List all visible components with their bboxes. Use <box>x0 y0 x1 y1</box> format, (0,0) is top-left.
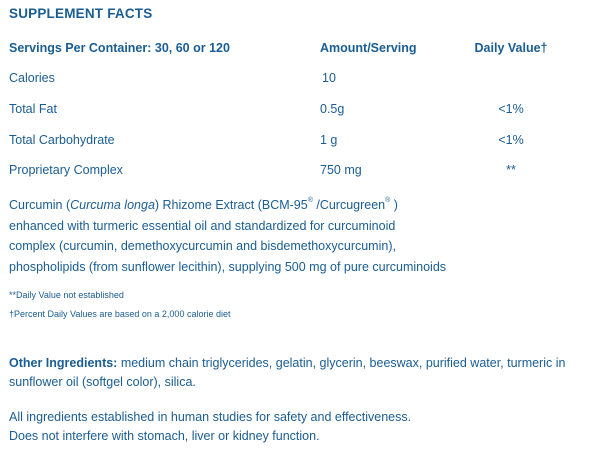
nutrient-name: Total Carbohydrate <box>9 133 115 147</box>
table-row: Total Fat 0.5g <1% <box>9 102 589 122</box>
nutrient-name: Total Fat <box>9 102 57 116</box>
description-text: ) <box>390 198 398 212</box>
description-line: enhanced with turmeric essential oil and… <box>9 218 396 233</box>
nutrient-amount: 1 g <box>320 133 338 147</box>
nutrient-daily-value: <1% <box>498 102 524 116</box>
nutrient-amount: 10 <box>322 71 336 85</box>
footnote-percent-daily-value: †Percent Daily Values are based on a 2,0… <box>9 309 231 319</box>
other-ingredients: Other Ingredients: medium chain triglyce… <box>9 354 589 392</box>
description-text: ) Rhizome Extract (BCM-95 <box>154 198 308 212</box>
botanical-name: Curcuma longa <box>70 198 155 212</box>
registered-mark: ® <box>307 197 313 204</box>
registered-mark: ® <box>385 197 391 204</box>
closing-statements: All ingredients established in human stu… <box>9 408 589 446</box>
table-row: Calories 10 <box>9 71 589 91</box>
other-ingredients-label: Other Ingredients: <box>9 356 118 370</box>
table-row: Proprietary Complex 750 mg ** <box>9 163 589 183</box>
other-ingredients-text: medium chain triglycerides, gelatin, gly… <box>9 356 566 389</box>
footnote-daily-value-not-established: **Daily Value not established <box>9 290 124 300</box>
nutrient-name: Proprietary Complex <box>9 163 123 177</box>
nutrient-amount: 0.5g <box>320 102 345 116</box>
description-line: Curcumin (Curcuma longa) Rhizome Extract… <box>9 191 579 216</box>
nutrient-daily-value: ** <box>506 163 516 177</box>
daily-value-header: Daily Value† <box>474 41 548 55</box>
proprietary-complex-description: Curcumin (Curcuma longa) Rhizome Extract… <box>9 191 579 277</box>
table-header: Servings Per Container: 30, 60 or 120 Am… <box>9 41 589 61</box>
amount-header: Amount/Serving <box>320 41 417 55</box>
nutrient-daily-value: <1% <box>498 133 524 147</box>
nutrient-name: Calories <box>9 71 55 85</box>
closing-line: All ingredients established in human stu… <box>9 410 412 424</box>
description-text: Curcumin ( <box>9 198 71 212</box>
supplement-facts-title: SUPPLEMENT FACTS <box>9 6 153 21</box>
description-text: /Curcugreen <box>312 198 386 212</box>
closing-line: Does not interfere with stomach, liver o… <box>9 429 320 443</box>
table-row: Total Carbohydrate 1 g <1% <box>9 133 589 153</box>
description-line: complex (curcumin, demethoxycurcumin and… <box>9 239 396 253</box>
nutrient-amount: 750 mg <box>320 163 362 177</box>
description-line: phospholipids (from sunflower lecithin),… <box>9 259 447 274</box>
servings-header: Servings Per Container: 30, 60 or 120 <box>9 41 230 55</box>
